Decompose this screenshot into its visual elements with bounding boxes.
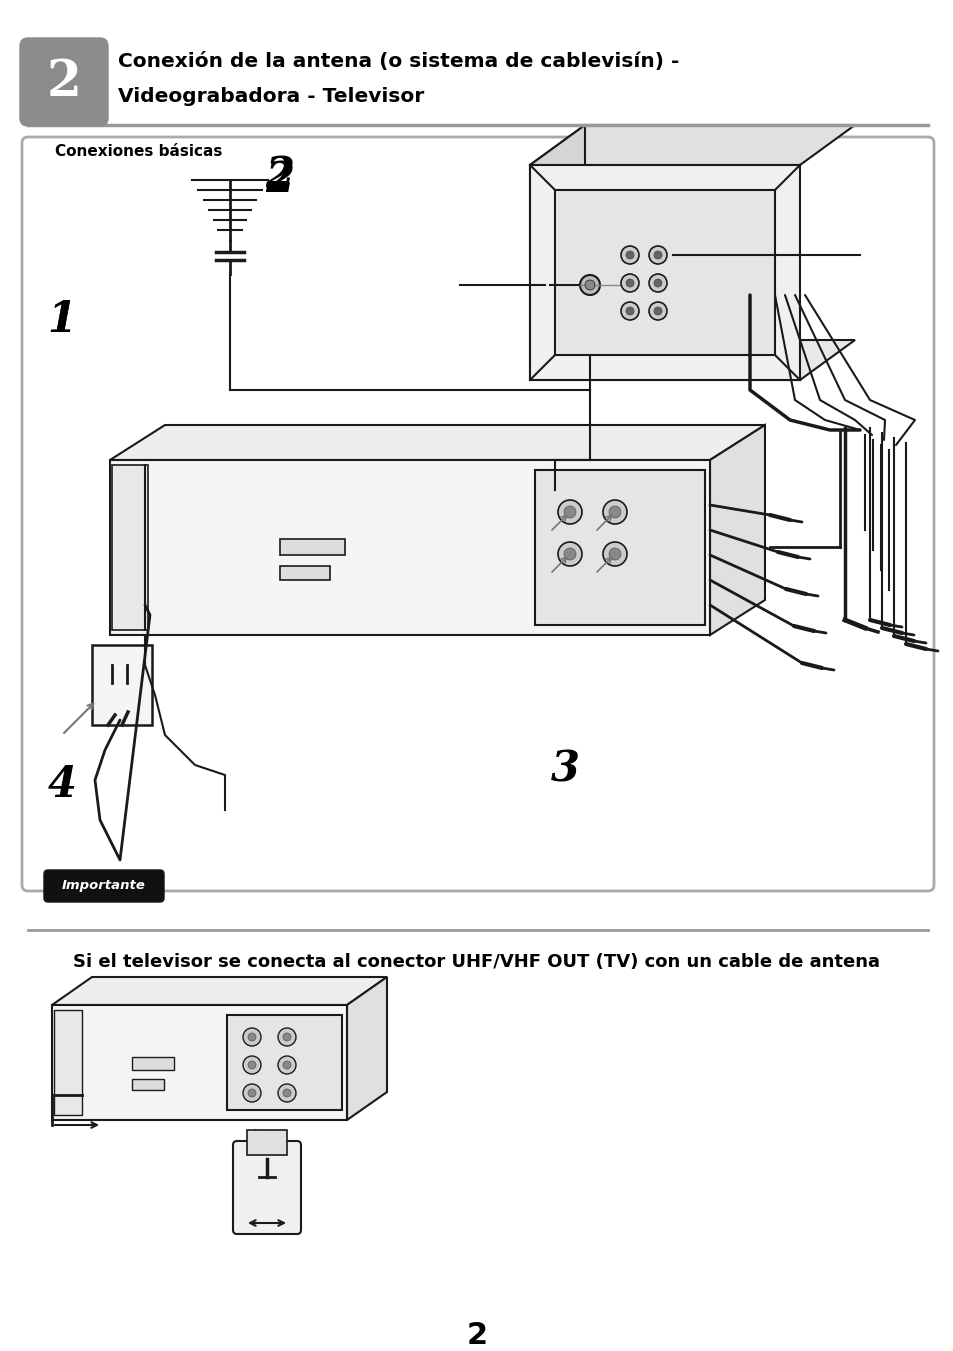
Polygon shape xyxy=(555,190,774,355)
FancyBboxPatch shape xyxy=(22,136,933,892)
Circle shape xyxy=(558,542,581,566)
Circle shape xyxy=(248,1089,255,1097)
Text: 2: 2 xyxy=(265,159,294,201)
Text: Si el televisor se conecta al conector UHF/VHF OUT (TV) con un cable de antena: Si el televisor se conecta al conector U… xyxy=(73,952,880,971)
FancyBboxPatch shape xyxy=(233,1142,301,1233)
Circle shape xyxy=(654,307,661,315)
Circle shape xyxy=(608,549,620,561)
Circle shape xyxy=(625,280,634,286)
Circle shape xyxy=(654,251,661,259)
Bar xyxy=(227,1015,341,1111)
Circle shape xyxy=(563,507,576,517)
Bar xyxy=(247,1129,287,1155)
Circle shape xyxy=(248,1034,255,1042)
Polygon shape xyxy=(52,977,387,1005)
Polygon shape xyxy=(110,426,764,459)
Text: Conexión de la antena (o sistema de cablevisín) -: Conexión de la antena (o sistema de cabl… xyxy=(118,53,679,72)
Polygon shape xyxy=(112,465,148,630)
Circle shape xyxy=(648,303,666,320)
Circle shape xyxy=(243,1084,261,1102)
Polygon shape xyxy=(54,1011,82,1115)
Polygon shape xyxy=(530,165,800,380)
Circle shape xyxy=(243,1056,261,1074)
Circle shape xyxy=(648,274,666,292)
Circle shape xyxy=(248,1061,255,1069)
Circle shape xyxy=(620,246,639,263)
Circle shape xyxy=(625,251,634,259)
Text: 1: 1 xyxy=(48,299,76,340)
Bar xyxy=(280,566,330,580)
Circle shape xyxy=(283,1061,291,1069)
Polygon shape xyxy=(347,977,387,1120)
Circle shape xyxy=(602,542,626,566)
Circle shape xyxy=(277,1028,295,1046)
Circle shape xyxy=(579,276,599,295)
Bar xyxy=(132,1079,164,1090)
Bar xyxy=(280,539,345,555)
Circle shape xyxy=(584,280,595,290)
Text: Conexiones básicas: Conexiones básicas xyxy=(55,145,222,159)
Circle shape xyxy=(620,303,639,320)
Circle shape xyxy=(283,1034,291,1042)
Text: 1: 1 xyxy=(48,299,76,340)
Text: 3: 3 xyxy=(550,748,578,790)
Polygon shape xyxy=(110,459,709,635)
Circle shape xyxy=(243,1028,261,1046)
Circle shape xyxy=(283,1089,291,1097)
Bar xyxy=(132,1056,173,1070)
Circle shape xyxy=(620,274,639,292)
Polygon shape xyxy=(530,126,584,380)
Circle shape xyxy=(277,1056,295,1074)
Text: Importante: Importante xyxy=(62,880,146,893)
Text: 2: 2 xyxy=(265,154,294,196)
Text: 2: 2 xyxy=(47,58,81,107)
Polygon shape xyxy=(530,126,854,165)
Circle shape xyxy=(563,549,576,561)
Circle shape xyxy=(608,507,620,517)
Bar xyxy=(91,644,152,725)
Polygon shape xyxy=(530,340,854,380)
Circle shape xyxy=(277,1084,295,1102)
Circle shape xyxy=(625,307,634,315)
Text: 2: 2 xyxy=(466,1320,487,1350)
Text: 4: 4 xyxy=(48,765,76,807)
Circle shape xyxy=(654,280,661,286)
Polygon shape xyxy=(52,1005,347,1120)
Text: Videograbadora - Televisor: Videograbadora - Televisor xyxy=(118,88,424,107)
Bar xyxy=(535,470,704,626)
Circle shape xyxy=(558,500,581,524)
Circle shape xyxy=(602,500,626,524)
Polygon shape xyxy=(709,426,764,635)
Circle shape xyxy=(648,246,666,263)
FancyBboxPatch shape xyxy=(20,38,108,126)
FancyBboxPatch shape xyxy=(44,870,164,902)
